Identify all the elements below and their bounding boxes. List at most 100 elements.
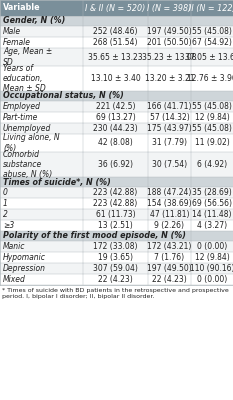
Text: 252 (48.46): 252 (48.46)	[93, 27, 138, 36]
Text: Variable: Variable	[3, 4, 41, 12]
Text: 22 (4.23): 22 (4.23)	[152, 275, 187, 284]
Bar	[0, 274, 233, 285]
Text: Comorbid
substance
abuse, N (%): Comorbid substance abuse, N (%)	[3, 150, 52, 179]
Text: 4 (3.27): 4 (3.27)	[197, 221, 227, 230]
Text: 37.05 ± 13.67: 37.05 ± 13.67	[185, 52, 233, 62]
Text: 22 (4.23): 22 (4.23)	[98, 275, 133, 284]
Text: 35.23 ± 13.08: 35.23 ± 13.08	[142, 52, 197, 62]
Bar	[0, 101, 233, 112]
Text: period. I, bipolar I disorder; II, bipolar II disorder.: period. I, bipolar I disorder; II, bipol…	[2, 294, 154, 299]
Text: Employed: Employed	[3, 102, 41, 111]
Text: 307 (59.04): 307 (59.04)	[93, 264, 138, 273]
Text: 12 (9.84): 12 (9.84)	[195, 253, 229, 262]
Text: 11 (9.02): 11 (9.02)	[195, 138, 229, 148]
Text: I & II (N = 520): I & II (N = 520)	[85, 4, 146, 12]
Bar	[0, 263, 233, 274]
Text: 61 (11.73): 61 (11.73)	[96, 210, 135, 219]
Text: 19 (3.65): 19 (3.65)	[98, 253, 133, 262]
Bar	[0, 187, 233, 198]
Text: 7 (1.76): 7 (1.76)	[154, 253, 185, 262]
Text: 69 (56.56): 69 (56.56)	[192, 199, 232, 208]
Text: 166 (41.71): 166 (41.71)	[147, 102, 192, 111]
Text: 14 (11.48): 14 (11.48)	[192, 210, 232, 219]
Text: 12.76 ± 3.96: 12.76 ± 3.96	[187, 74, 233, 83]
Text: 9 (2.26): 9 (2.26)	[154, 221, 185, 230]
Bar	[0, 177, 233, 187]
Text: I (N = 398): I (N = 398)	[147, 4, 192, 12]
Text: 0: 0	[3, 188, 8, 197]
Text: 55 (45.08): 55 (45.08)	[192, 27, 232, 36]
Bar	[0, 123, 233, 134]
Text: 188 (47.24): 188 (47.24)	[147, 188, 192, 197]
Text: II (N = 122): II (N = 122)	[189, 4, 233, 12]
Text: Times of suicide*, N (%): Times of suicide*, N (%)	[3, 178, 111, 186]
Text: 230 (44.23): 230 (44.23)	[93, 124, 138, 133]
Text: 31 (7.79): 31 (7.79)	[152, 138, 187, 148]
Text: 110 (90.16): 110 (90.16)	[190, 264, 233, 273]
Text: Years of
education,
Mean ± SD: Years of education, Mean ± SD	[3, 64, 46, 93]
Text: 42 (8.08): 42 (8.08)	[98, 138, 133, 148]
Bar	[0, 26, 233, 37]
Bar	[0, 0, 233, 16]
Text: 55 (45.08): 55 (45.08)	[192, 124, 232, 133]
Text: Part-time: Part-time	[3, 113, 38, 122]
Text: ≥3: ≥3	[3, 221, 14, 230]
Bar	[0, 241, 233, 252]
Text: 1: 1	[3, 199, 8, 208]
Text: 47 (11.81): 47 (11.81)	[150, 210, 189, 219]
Text: 223 (42.88): 223 (42.88)	[93, 199, 138, 208]
Bar	[0, 37, 233, 48]
Bar	[0, 66, 233, 91]
Bar	[0, 209, 233, 220]
Text: 268 (51.54): 268 (51.54)	[93, 38, 138, 47]
Text: 13.20 ± 3.21: 13.20 ± 3.21	[145, 74, 194, 83]
Text: 0 (0.00): 0 (0.00)	[197, 242, 227, 251]
Text: 6 (4.92): 6 (4.92)	[197, 160, 227, 169]
Text: Occupational status, N (%): Occupational status, N (%)	[3, 92, 124, 100]
Text: 55 (45.08): 55 (45.08)	[192, 102, 232, 111]
Text: 30 (7.54): 30 (7.54)	[152, 160, 187, 169]
Text: 175 (43.97): 175 (43.97)	[147, 124, 192, 133]
Bar	[0, 198, 233, 209]
Text: 35 (28.69): 35 (28.69)	[192, 188, 232, 197]
Text: 13.10 ± 3.40: 13.10 ± 3.40	[91, 74, 140, 83]
Text: 221 (42.5): 221 (42.5)	[96, 102, 135, 111]
Text: 67 (54.92): 67 (54.92)	[192, 38, 232, 47]
Text: Manic: Manic	[3, 242, 25, 251]
Bar	[0, 152, 233, 177]
Text: 35.65 ± 13.23: 35.65 ± 13.23	[88, 52, 143, 62]
Text: 13 (2.51): 13 (2.51)	[98, 221, 133, 230]
Bar	[0, 16, 233, 26]
Text: Age, Mean ±
SD: Age, Mean ± SD	[3, 47, 52, 67]
Text: 197 (49.50): 197 (49.50)	[147, 264, 192, 273]
Text: Hypomanic: Hypomanic	[3, 253, 46, 262]
Text: 0 (0.00): 0 (0.00)	[197, 275, 227, 284]
Text: Depression: Depression	[3, 264, 46, 273]
Text: Mixed: Mixed	[3, 275, 26, 284]
Text: Living alone, N
(%): Living alone, N (%)	[3, 133, 60, 153]
Text: 36 (6.92): 36 (6.92)	[98, 160, 133, 169]
Text: 172 (43.21): 172 (43.21)	[147, 242, 192, 251]
Text: 197 (49.50): 197 (49.50)	[147, 27, 192, 36]
Text: 223 (42.88): 223 (42.88)	[93, 188, 138, 197]
Bar	[0, 134, 233, 152]
Text: 57 (14.32): 57 (14.32)	[150, 113, 189, 122]
Bar	[0, 91, 233, 101]
Text: 201 (50.50): 201 (50.50)	[147, 38, 192, 47]
Text: * Times of suicide with BD patients in the retrospective and prospective: * Times of suicide with BD patients in t…	[2, 288, 229, 293]
Bar	[0, 48, 233, 66]
Text: 172 (33.08): 172 (33.08)	[93, 242, 138, 251]
Text: Gender, N (%): Gender, N (%)	[3, 16, 65, 26]
Text: 2: 2	[3, 210, 8, 219]
Text: 12 (9.84): 12 (9.84)	[195, 113, 229, 122]
Text: 154 (38.69): 154 (38.69)	[147, 199, 192, 208]
Bar	[0, 220, 233, 231]
Text: Unemployed: Unemployed	[3, 124, 51, 133]
Text: Polarity of the first mood episode, N (%): Polarity of the first mood episode, N (%…	[3, 232, 186, 240]
Bar	[0, 231, 233, 241]
Bar	[0, 112, 233, 123]
Text: Female: Female	[3, 38, 31, 47]
Text: 69 (13.27): 69 (13.27)	[96, 113, 135, 122]
Text: Male: Male	[3, 27, 21, 36]
Bar	[0, 252, 233, 263]
